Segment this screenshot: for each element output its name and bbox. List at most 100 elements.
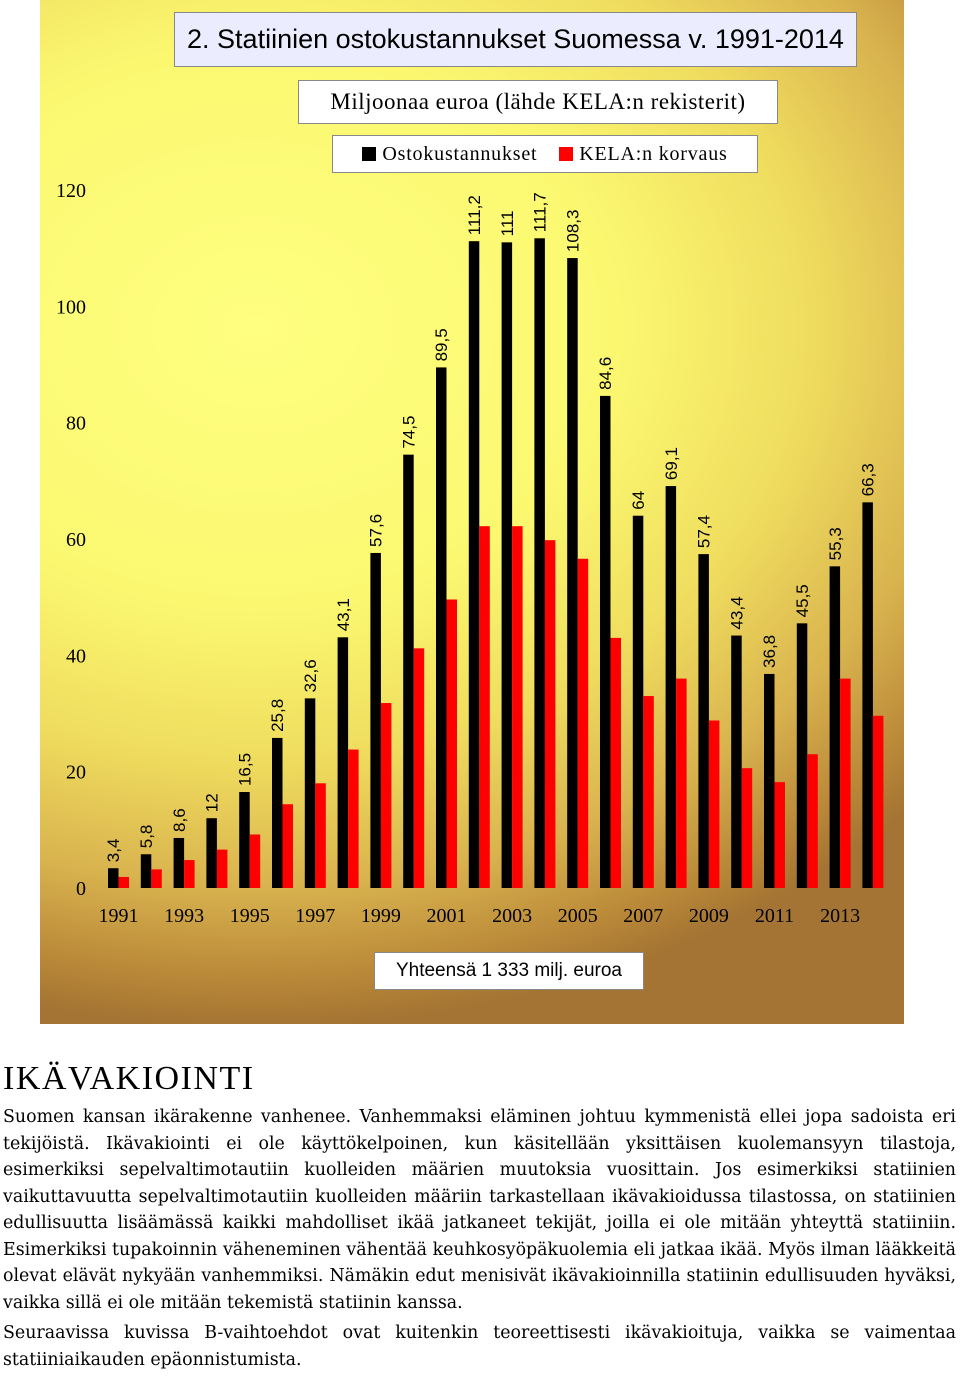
bar-ostokustannukset [862,502,873,888]
bar-ostokustannukset [436,367,447,888]
x-tick-label: 1995 [230,905,270,927]
y-tick-label: 20 [66,762,86,784]
bar-kela-korvaus [840,678,851,888]
bar-ostokustannukset [534,238,545,889]
data-label: 55,3 [826,527,845,560]
bar-ostokustannukset [829,566,841,888]
bar-ostokustannukset [337,637,349,888]
x-tick-label: 2007 [623,905,663,927]
bar-kela-korvaus [774,782,785,888]
bar-ostokustannukset [501,242,513,889]
bar-kela-korvaus [184,860,195,888]
data-label: 111,7 [531,192,550,232]
data-label: 69,1 [662,447,681,480]
x-tick-label: 2005 [558,905,598,927]
chart-title: 2. Statiinien ostokustannukset Suomessa … [174,12,857,67]
bar-ostokustannukset [567,258,578,888]
data-label: 12 [203,793,222,812]
legend-swatch-kela-korvaus [559,146,574,161]
data-label: 16,5 [235,753,254,786]
bar-ostokustannukset [108,868,119,888]
x-tick-label: 2001 [427,905,467,927]
legend-label-kela-korvaus: KELA:n korvaus [579,143,728,165]
bar-kela-korvaus [544,540,556,888]
bar-ostokustannukset [665,486,677,888]
bar-ostokustannukset [272,737,283,888]
y-tick-label: 60 [66,529,86,551]
bar-kela-korvaus [380,703,392,888]
bar-kela-korvaus [216,849,228,888]
data-label: 43,4 [727,596,746,629]
bar-ostokustannukset [239,792,250,888]
article-paragraph-1: Suomen kansan ikärakenne vanhenee. Vanhe… [3,1107,956,1313]
bar-ostokustannukset [796,623,808,888]
data-label: 57,4 [695,515,714,548]
bar-ostokustannukset [370,552,381,888]
bar-chart: 0 20 40 60 80 100 120 3,4 5,8 8,6 12 16,5 25,8 32,6 4… [56,180,884,927]
bar-kela-korvaus [446,599,457,888]
bar-ostokustannukset [206,818,217,888]
y-tick-label: 0 [76,878,86,900]
bar-kela-korvaus [872,715,884,888]
data-label: 25,8 [268,699,287,732]
data-label: 57,6 [367,514,386,547]
chart-panel: 0 20 40 60 80 100 120 3,4 5,8 8,6 12 16,5 25,8 32,6 4… [40,0,904,1024]
data-label: 3,4 [104,839,123,863]
data-label: 45,5 [793,584,812,617]
bar-kela-korvaus [118,876,129,888]
data-label: 36,8 [760,635,779,668]
data-label: 108,3 [563,210,582,253]
bar-kela-korvaus [282,804,293,888]
bar-kela-korvaus [708,720,720,888]
x-tick-label: 1991 [99,905,139,927]
data-label: 84,6 [596,357,615,390]
chart-subtitle: Miljoonaa euroa (lähde KELA:n rekisterit… [298,80,778,124]
legend-item-kela-korvaus: KELA:n korvaus [559,136,727,172]
bar-kela-korvaus [479,526,490,888]
data-label: 32,6 [301,659,320,692]
bar-kela-korvaus [577,558,589,888]
bar-kela-korvaus [610,637,621,888]
bar-kela-korvaus [413,648,425,888]
bar-kela-korvaus [643,696,654,888]
bar-kela-korvaus [512,526,523,888]
legend-label-ostokustannukset: Ostokustannukset [382,143,538,165]
x-tick-label: 1993 [164,905,204,927]
bar-ostokustannukset [468,241,480,889]
bar-kela-korvaus [676,678,687,888]
data-label: 74,5 [399,416,418,449]
bar-kela-korvaus [249,834,261,888]
x-tick-label: 1997 [295,905,335,927]
x-tick-label: 2013 [820,905,860,927]
bar-ostokustannukset [403,454,414,888]
y-tick-label: 40 [66,645,86,667]
bar-ostokustannukset [731,635,742,888]
chart-total-annotation: Yhteensä 1 333 milj. euroa [374,952,644,990]
bar-ostokustannukset [698,554,709,888]
legend-item-ostokustannukset: Ostokustannukset [362,136,537,172]
data-label: 111 [498,211,517,237]
data-label: 66,3 [859,463,878,496]
data-label: 111,2 [465,195,484,235]
article-body: Suomen kansan ikärakenne vanhenee. Vanhe… [3,1104,956,1377]
y-tick-label: 80 [66,413,86,435]
bar-kela-korvaus [315,783,326,888]
chart-legend: Ostokustannukset KELA:n korvaus [332,135,758,173]
bar-ostokustannukset [140,854,152,888]
y-tick-label: 120 [56,180,86,202]
bar-ostokustannukset [600,395,611,888]
data-label: 64 [629,491,648,510]
bar-kela-korvaus [807,754,818,888]
bar-ostokustannukset [632,515,644,888]
bar-kela-korvaus [741,768,753,888]
x-tick-label: 2009 [689,905,729,927]
data-label: 89,5 [432,328,451,361]
bar-kela-korvaus [348,749,359,888]
article-paragraph-2: Seuraavissa kuvissa B-vaihtoehdot ovat k… [3,1323,956,1370]
x-tick-label: 1999 [361,905,401,927]
x-tick-label: 2003 [492,905,532,927]
data-label: 5,8 [137,825,156,849]
x-tick-label: 2011 [755,905,794,927]
bar-ostokustannukset [764,673,775,888]
data-label: 43,1 [334,598,353,631]
